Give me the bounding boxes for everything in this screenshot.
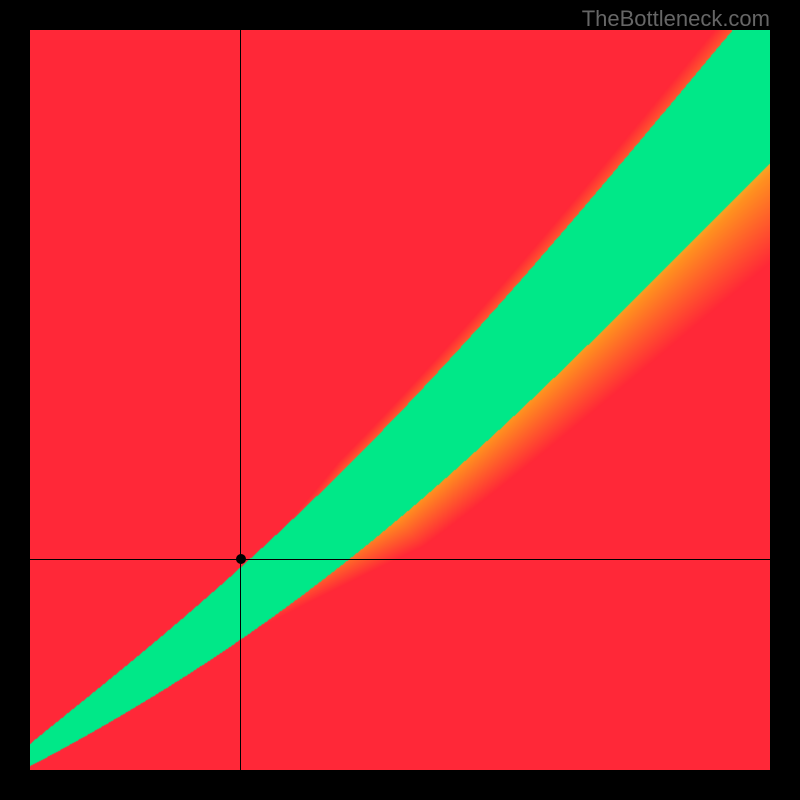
- crosshair-vertical: [240, 30, 241, 770]
- crosshair-marker: [236, 554, 246, 564]
- plot-area: [30, 30, 770, 770]
- chart-container: TheBottleneck.com: [0, 0, 800, 800]
- watermark-text: TheBottleneck.com: [582, 6, 770, 32]
- heatmap-canvas: [30, 30, 770, 770]
- crosshair-horizontal: [30, 559, 770, 560]
